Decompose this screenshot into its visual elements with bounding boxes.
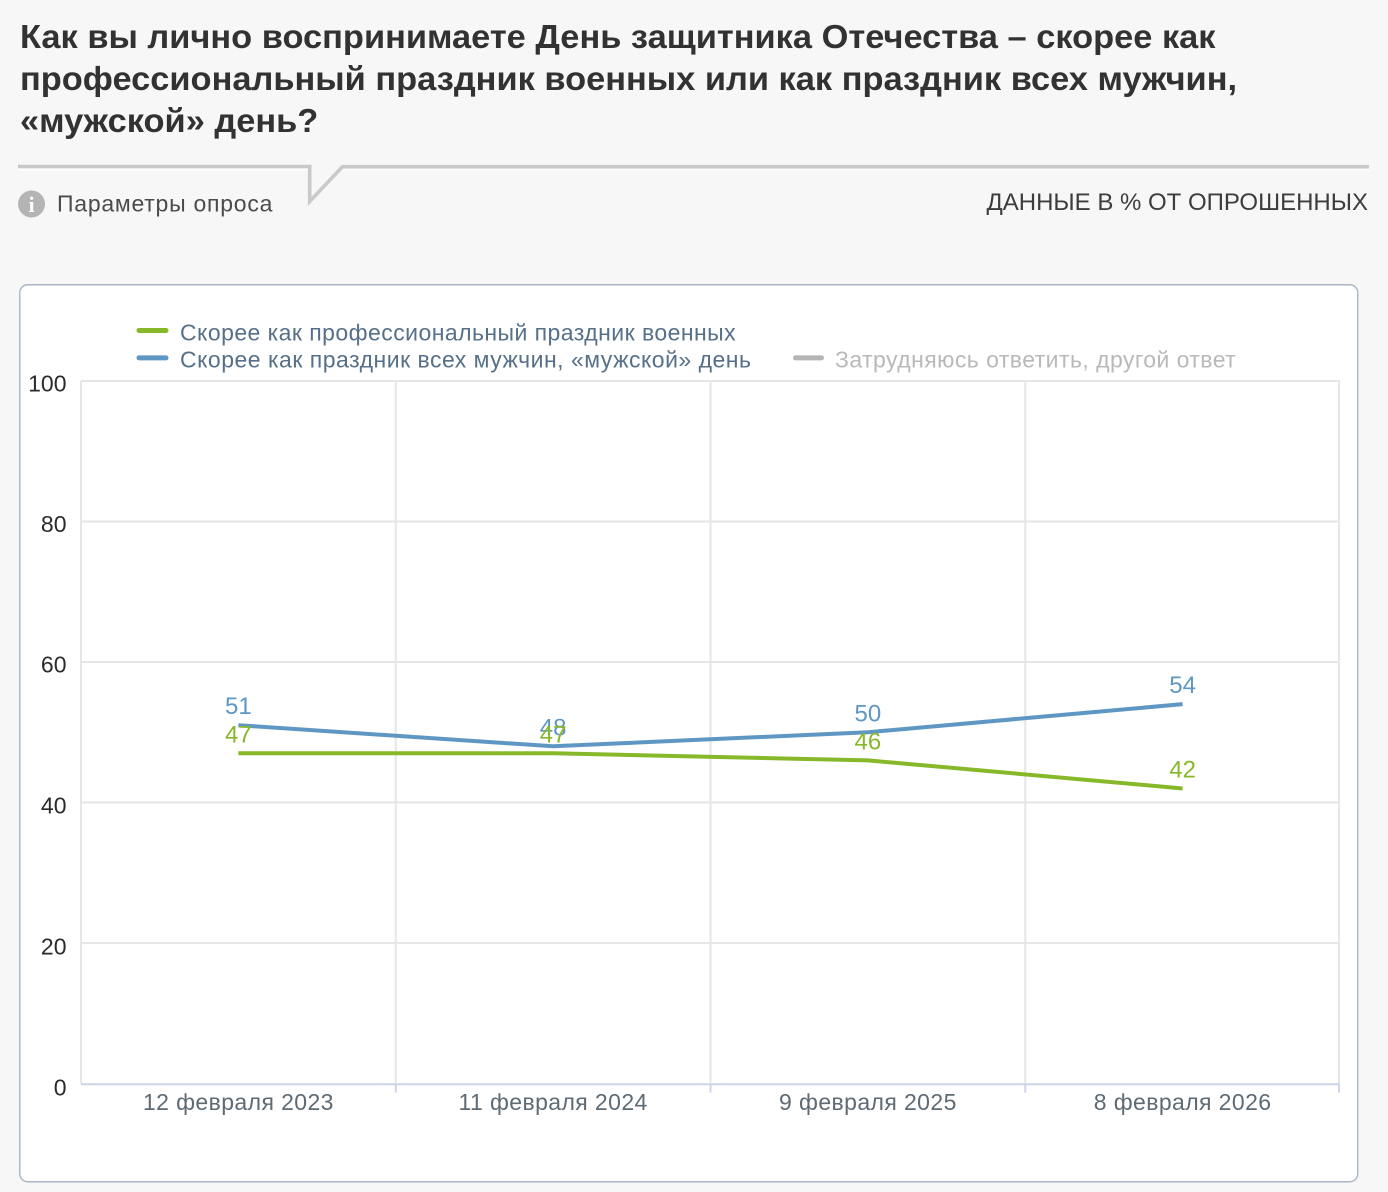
svg-text:48: 48 — [540, 714, 567, 741]
svg-text:60: 60 — [41, 652, 67, 678]
svg-text:0: 0 — [54, 1075, 67, 1101]
svg-text:ДАННЫЕ В % ОТ ОПРОШЕННЫХ: ДАННЫЕ В % ОТ ОПРОШЕННЫХ — [986, 189, 1368, 216]
svg-text:9 февраля 2025: 9 февраля 2025 — [779, 1089, 957, 1115]
svg-text:54: 54 — [1169, 672, 1196, 699]
svg-text:40: 40 — [41, 793, 67, 819]
svg-text:47: 47 — [225, 721, 252, 748]
svg-text:Скорее как праздник всех мужчи: Скорее как праздник всех мужчин, «мужско… — [180, 347, 752, 373]
svg-text:Параметры опроса: Параметры опроса — [57, 191, 273, 217]
svg-text:12 февраля 2023: 12 февраля 2023 — [143, 1089, 334, 1115]
svg-text:Скорее как профессиональный пр: Скорее как профессиональный праздник вое… — [180, 320, 736, 346]
svg-text:46: 46 — [855, 728, 882, 755]
svg-text:8 февраля 2026: 8 февраля 2026 — [1094, 1089, 1272, 1115]
svg-text:i: i — [28, 192, 34, 217]
svg-text:80: 80 — [41, 511, 67, 537]
svg-text:50: 50 — [855, 700, 882, 727]
svg-text:20: 20 — [41, 934, 67, 960]
svg-text:42: 42 — [1169, 756, 1196, 783]
svg-text:100: 100 — [28, 371, 66, 397]
svg-text:51: 51 — [225, 693, 252, 720]
svg-text:47: 47 — [540, 721, 567, 748]
svg-text:11 февраля 2024: 11 февраля 2024 — [458, 1089, 647, 1115]
svg-text:Затрудняюсь ответить, другой о: Затрудняюсь ответить, другой ответ — [835, 347, 1236, 373]
